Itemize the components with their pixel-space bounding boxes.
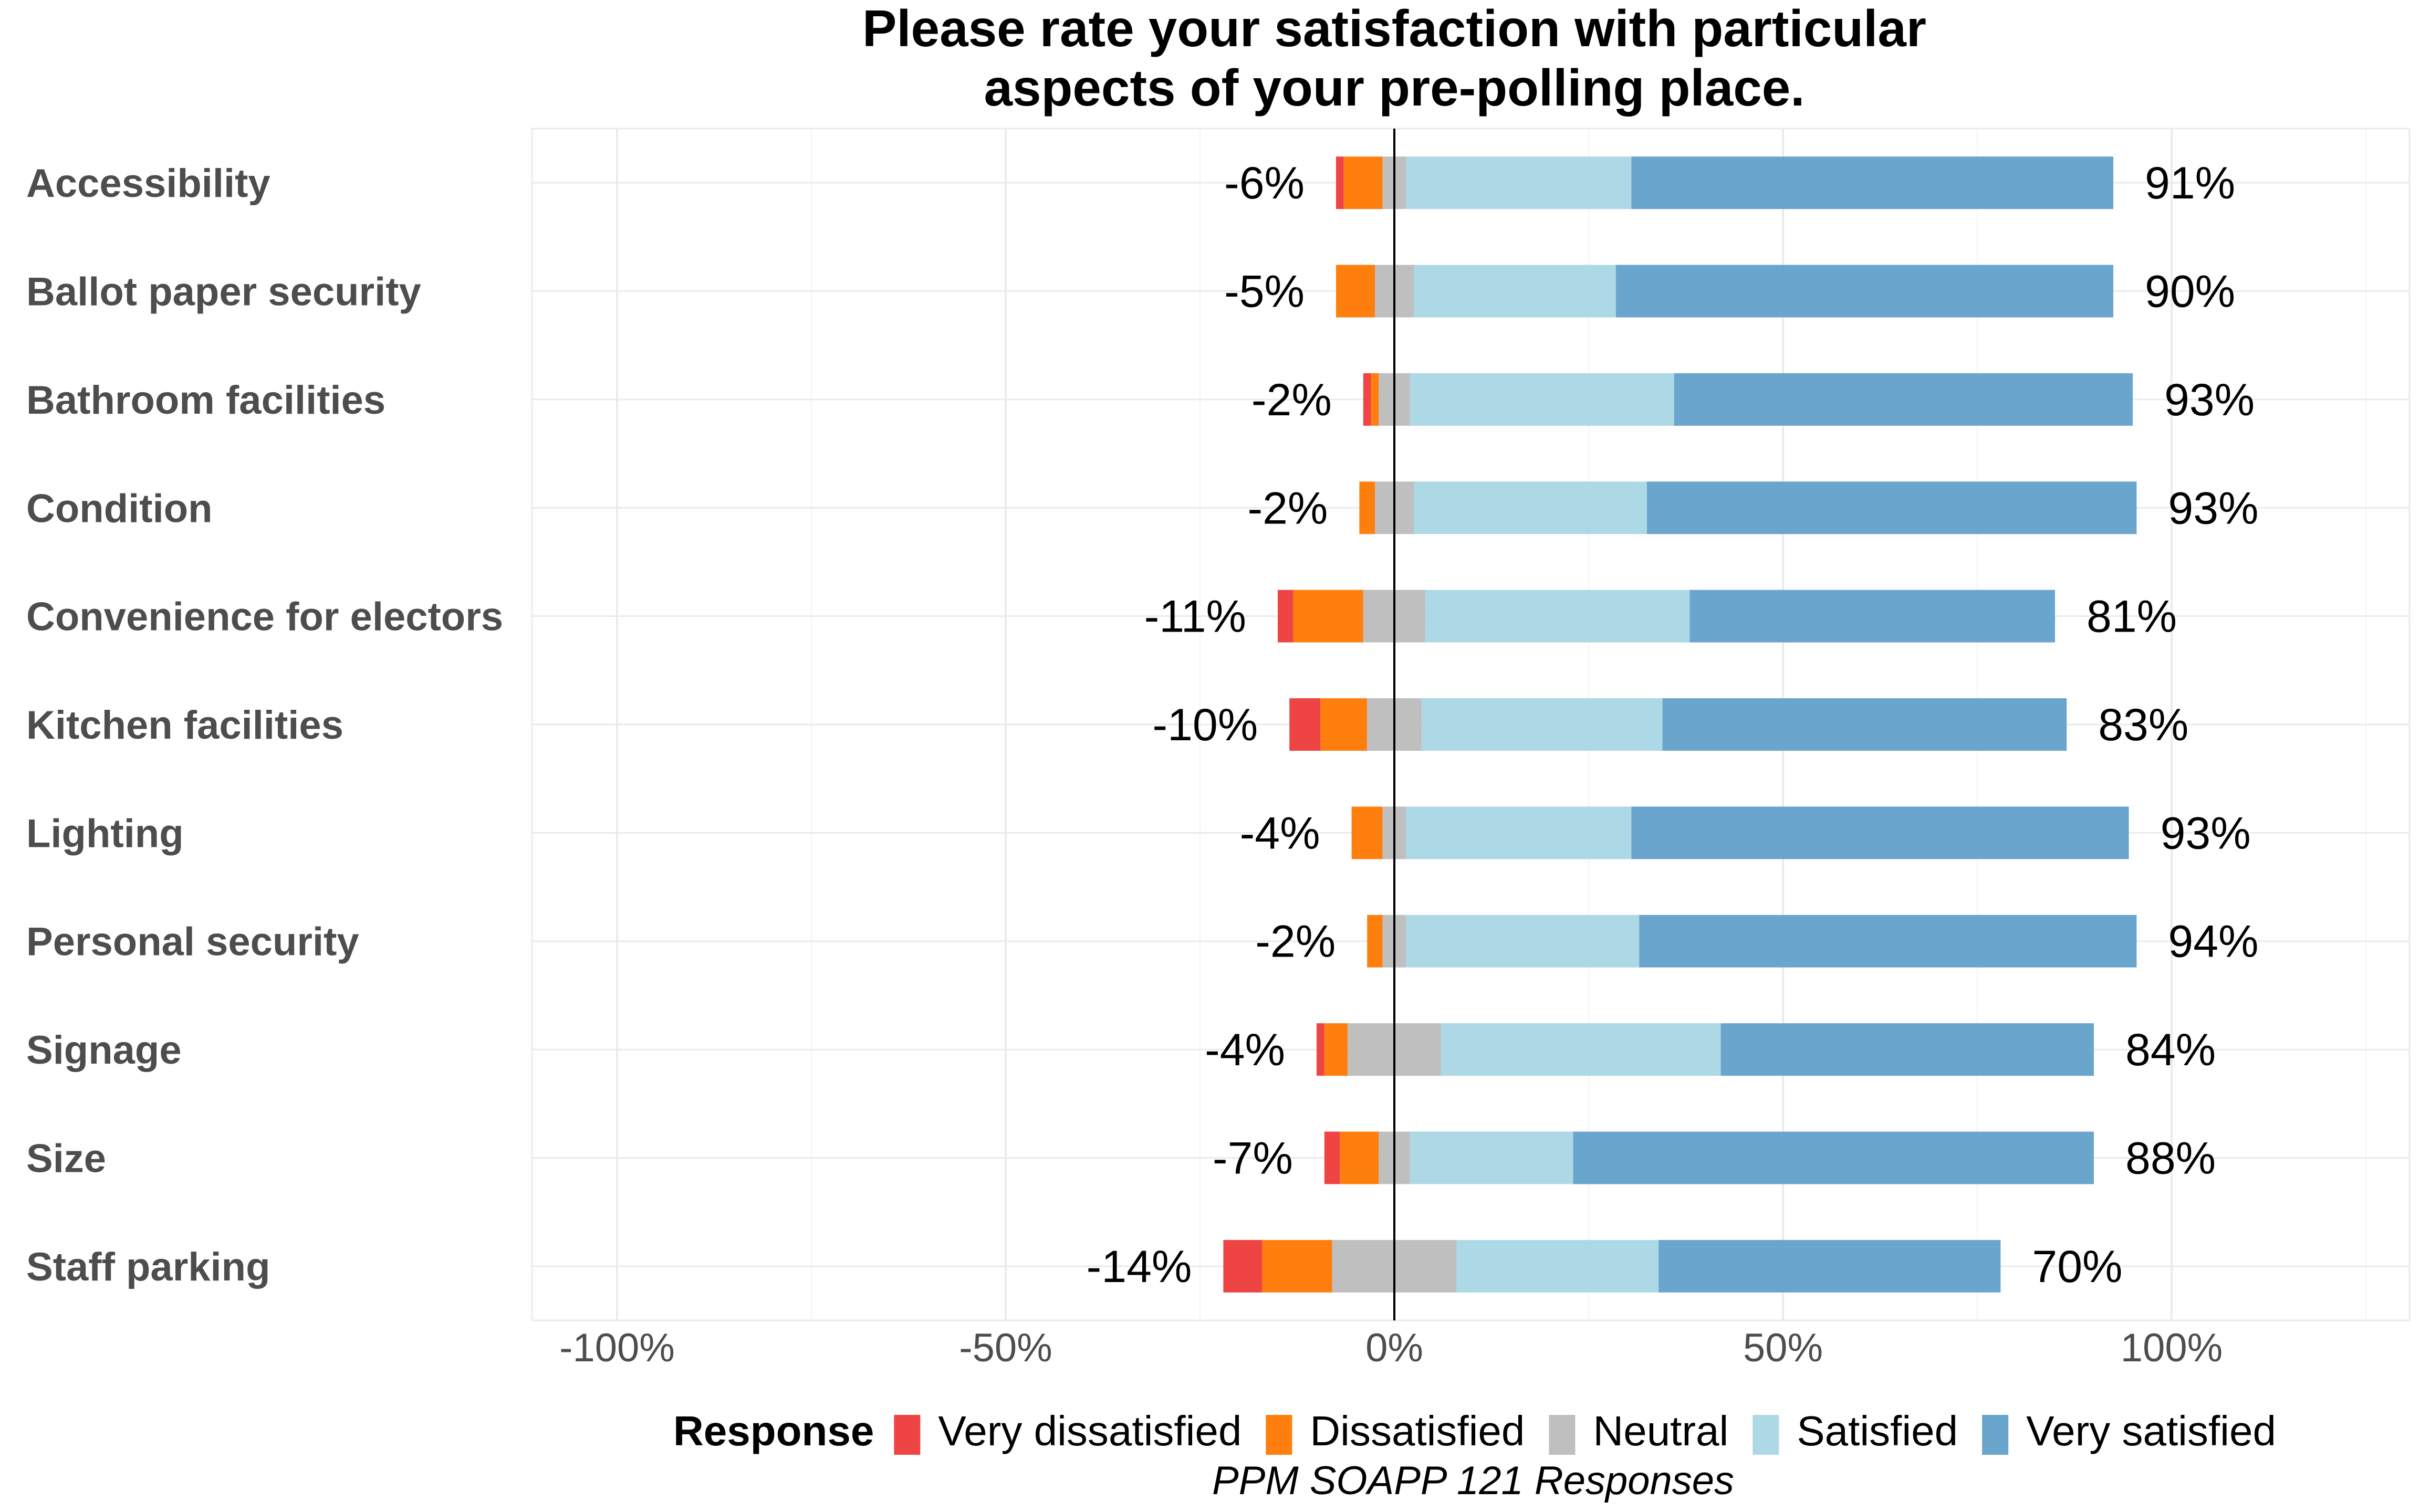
bar-very-satisfied	[1639, 915, 2137, 968]
bar-dissatisfied	[1324, 1023, 1348, 1076]
bars	[1223, 156, 2137, 1293]
legend-label-neutral: Neutral	[1593, 1408, 1728, 1454]
data-label-positive: 84%	[2125, 1025, 2216, 1075]
category-label: Size	[26, 1136, 106, 1181]
bar-dissatisfied	[1359, 481, 1375, 534]
bar-very-satisfied	[1647, 481, 2137, 534]
x-tick-label: 50%	[1743, 1326, 1823, 1370]
legend-swatch-satisfied	[1753, 1415, 1779, 1455]
legend-swatch-very-satisfied	[1982, 1415, 2009, 1455]
category-labels: Accessibility Ballot paper security Bathro…	[26, 161, 503, 1289]
category-label: Convenience for electors	[26, 595, 503, 639]
bar-very-dissatisfied	[1324, 1131, 1340, 1184]
data-label-negative: -6%	[1224, 158, 1305, 208]
category-label: Lighting	[26, 811, 184, 856]
legend-items: Very dissatisfied Dissatisfied Neutral Sati…	[894, 1408, 2276, 1455]
data-label-positive: 70%	[2032, 1242, 2122, 1292]
x-tick-label: -50%	[959, 1326, 1052, 1370]
bar-satisfied	[1421, 698, 1663, 751]
bar-satisfied	[1441, 1023, 1721, 1076]
data-label-negative: -10%	[1152, 700, 1258, 750]
data-label-negative: -14%	[1087, 1242, 1192, 1292]
data-label-negative: -4%	[1240, 808, 1320, 858]
bar-satisfied	[1406, 806, 1632, 859]
bar-very-satisfied	[1631, 156, 2113, 209]
bar-dissatisfied	[1293, 590, 1363, 643]
data-label-positive: 93%	[2161, 808, 2251, 858]
x-tick-label: 0%	[1365, 1326, 1423, 1370]
bar-very-dissatisfied	[1278, 590, 1294, 643]
bar-very-dissatisfied	[1317, 1023, 1324, 1076]
bar-satisfied	[1456, 1240, 1659, 1293]
chart-title-line-2: aspects of your pre-polling place.	[984, 59, 1805, 117]
x-axis-tick-labels: -100% -50% 0% 50% 100%	[559, 1326, 2223, 1370]
bar-dissatisfied	[1336, 265, 1375, 318]
bar-very-dissatisfied	[1336, 156, 1344, 209]
category-label: Bathroom facilities	[26, 378, 385, 423]
data-label-positive: 88%	[2125, 1133, 2216, 1183]
data-label-positive: 94%	[2168, 917, 2258, 967]
chart-title-line-1: Please rate your satisfaction with parti…	[862, 0, 1926, 57]
legend-label-very-satisfied: Very satisfied	[2026, 1408, 2276, 1454]
bar-very-satisfied	[1674, 373, 2133, 426]
bar-very-satisfied	[1720, 1023, 2094, 1076]
data-label-positive: 93%	[2164, 375, 2255, 425]
legend-label-dissatisfied: Dissatisfied	[1310, 1408, 1525, 1454]
data-label-positive: 83%	[2098, 700, 2188, 750]
category-label: Signage	[26, 1028, 182, 1073]
bar-very-dissatisfied	[1223, 1240, 1263, 1293]
bar-very-satisfied	[1573, 1131, 2094, 1184]
category-label: Personal security	[26, 920, 359, 964]
data-label-negative: -11%	[1144, 592, 1246, 642]
chart-caption: PPM SOAPP 121 Responses	[1212, 1458, 1734, 1503]
data-label-negative: -2%	[1247, 483, 1328, 533]
bar-satisfied	[1410, 1131, 1573, 1184]
bar-very-satisfied	[1615, 265, 2113, 318]
bar-satisfied	[1406, 915, 1640, 968]
bar-very-satisfied	[1689, 590, 2055, 643]
bar-very-satisfied	[1658, 1240, 2001, 1293]
bar-very-satisfied	[1631, 806, 2129, 859]
legend-swatch-very-dissatisfied	[894, 1415, 921, 1455]
bar-dissatisfied	[1262, 1240, 1332, 1293]
category-label: Ballot paper security	[26, 270, 421, 314]
legend: Response Very dissatisfied Dissatisfied Ne…	[673, 1408, 2276, 1455]
category-label: Kitchen facilities	[26, 703, 343, 748]
bar-very-dissatisfied	[1363, 373, 1371, 426]
data-label-negative: -2%	[1251, 375, 1332, 425]
bar-very-satisfied	[1662, 698, 2067, 751]
bar-satisfied	[1410, 373, 1674, 426]
bar-satisfied	[1425, 590, 1690, 643]
bar-dissatisfied	[1343, 156, 1383, 209]
bar-very-dissatisfied	[1289, 698, 1321, 751]
legend-label-satisfied: Satisfied	[1797, 1408, 1958, 1454]
data-label-negative: -2%	[1255, 917, 1336, 967]
data-label-negative: -7%	[1213, 1133, 1293, 1183]
legend-swatch-neutral	[1549, 1415, 1576, 1455]
bar-dissatisfied	[1367, 915, 1383, 968]
category-label: Accessibility	[26, 161, 270, 206]
data-label-positive: 81%	[2087, 592, 2177, 642]
legend-title: Response	[673, 1408, 874, 1454]
x-tick-label: -100%	[559, 1326, 675, 1370]
data-label-positive: 90%	[2145, 267, 2235, 317]
category-label: Staff parking	[26, 1245, 270, 1289]
data-label-positive: 93%	[2168, 483, 2258, 533]
bar-dissatisfied	[1371, 373, 1379, 426]
bar-dissatisfied	[1351, 806, 1383, 859]
legend-swatch-dissatisfied	[1266, 1415, 1292, 1455]
x-tick-label: 100%	[2121, 1326, 2223, 1370]
category-label: Condition	[26, 486, 213, 531]
bar-dissatisfied	[1320, 698, 1368, 751]
data-label-negative: -5%	[1224, 267, 1305, 317]
legend-label-very-dissatisfied: Very dissatisfied	[938, 1408, 1242, 1454]
value-labels: -6% 91% -5% 90% -2% 93% -2% 93% -11% 81% -10% 83% -4…	[1087, 158, 2259, 1292]
data-label-negative: -4%	[1205, 1025, 1285, 1075]
bar-satisfied	[1406, 156, 1632, 209]
bar-satisfied	[1414, 481, 1647, 534]
data-label-positive: 91%	[2145, 158, 2235, 208]
bar-dissatisfied	[1340, 1131, 1379, 1184]
bar-satisfied	[1414, 265, 1616, 318]
